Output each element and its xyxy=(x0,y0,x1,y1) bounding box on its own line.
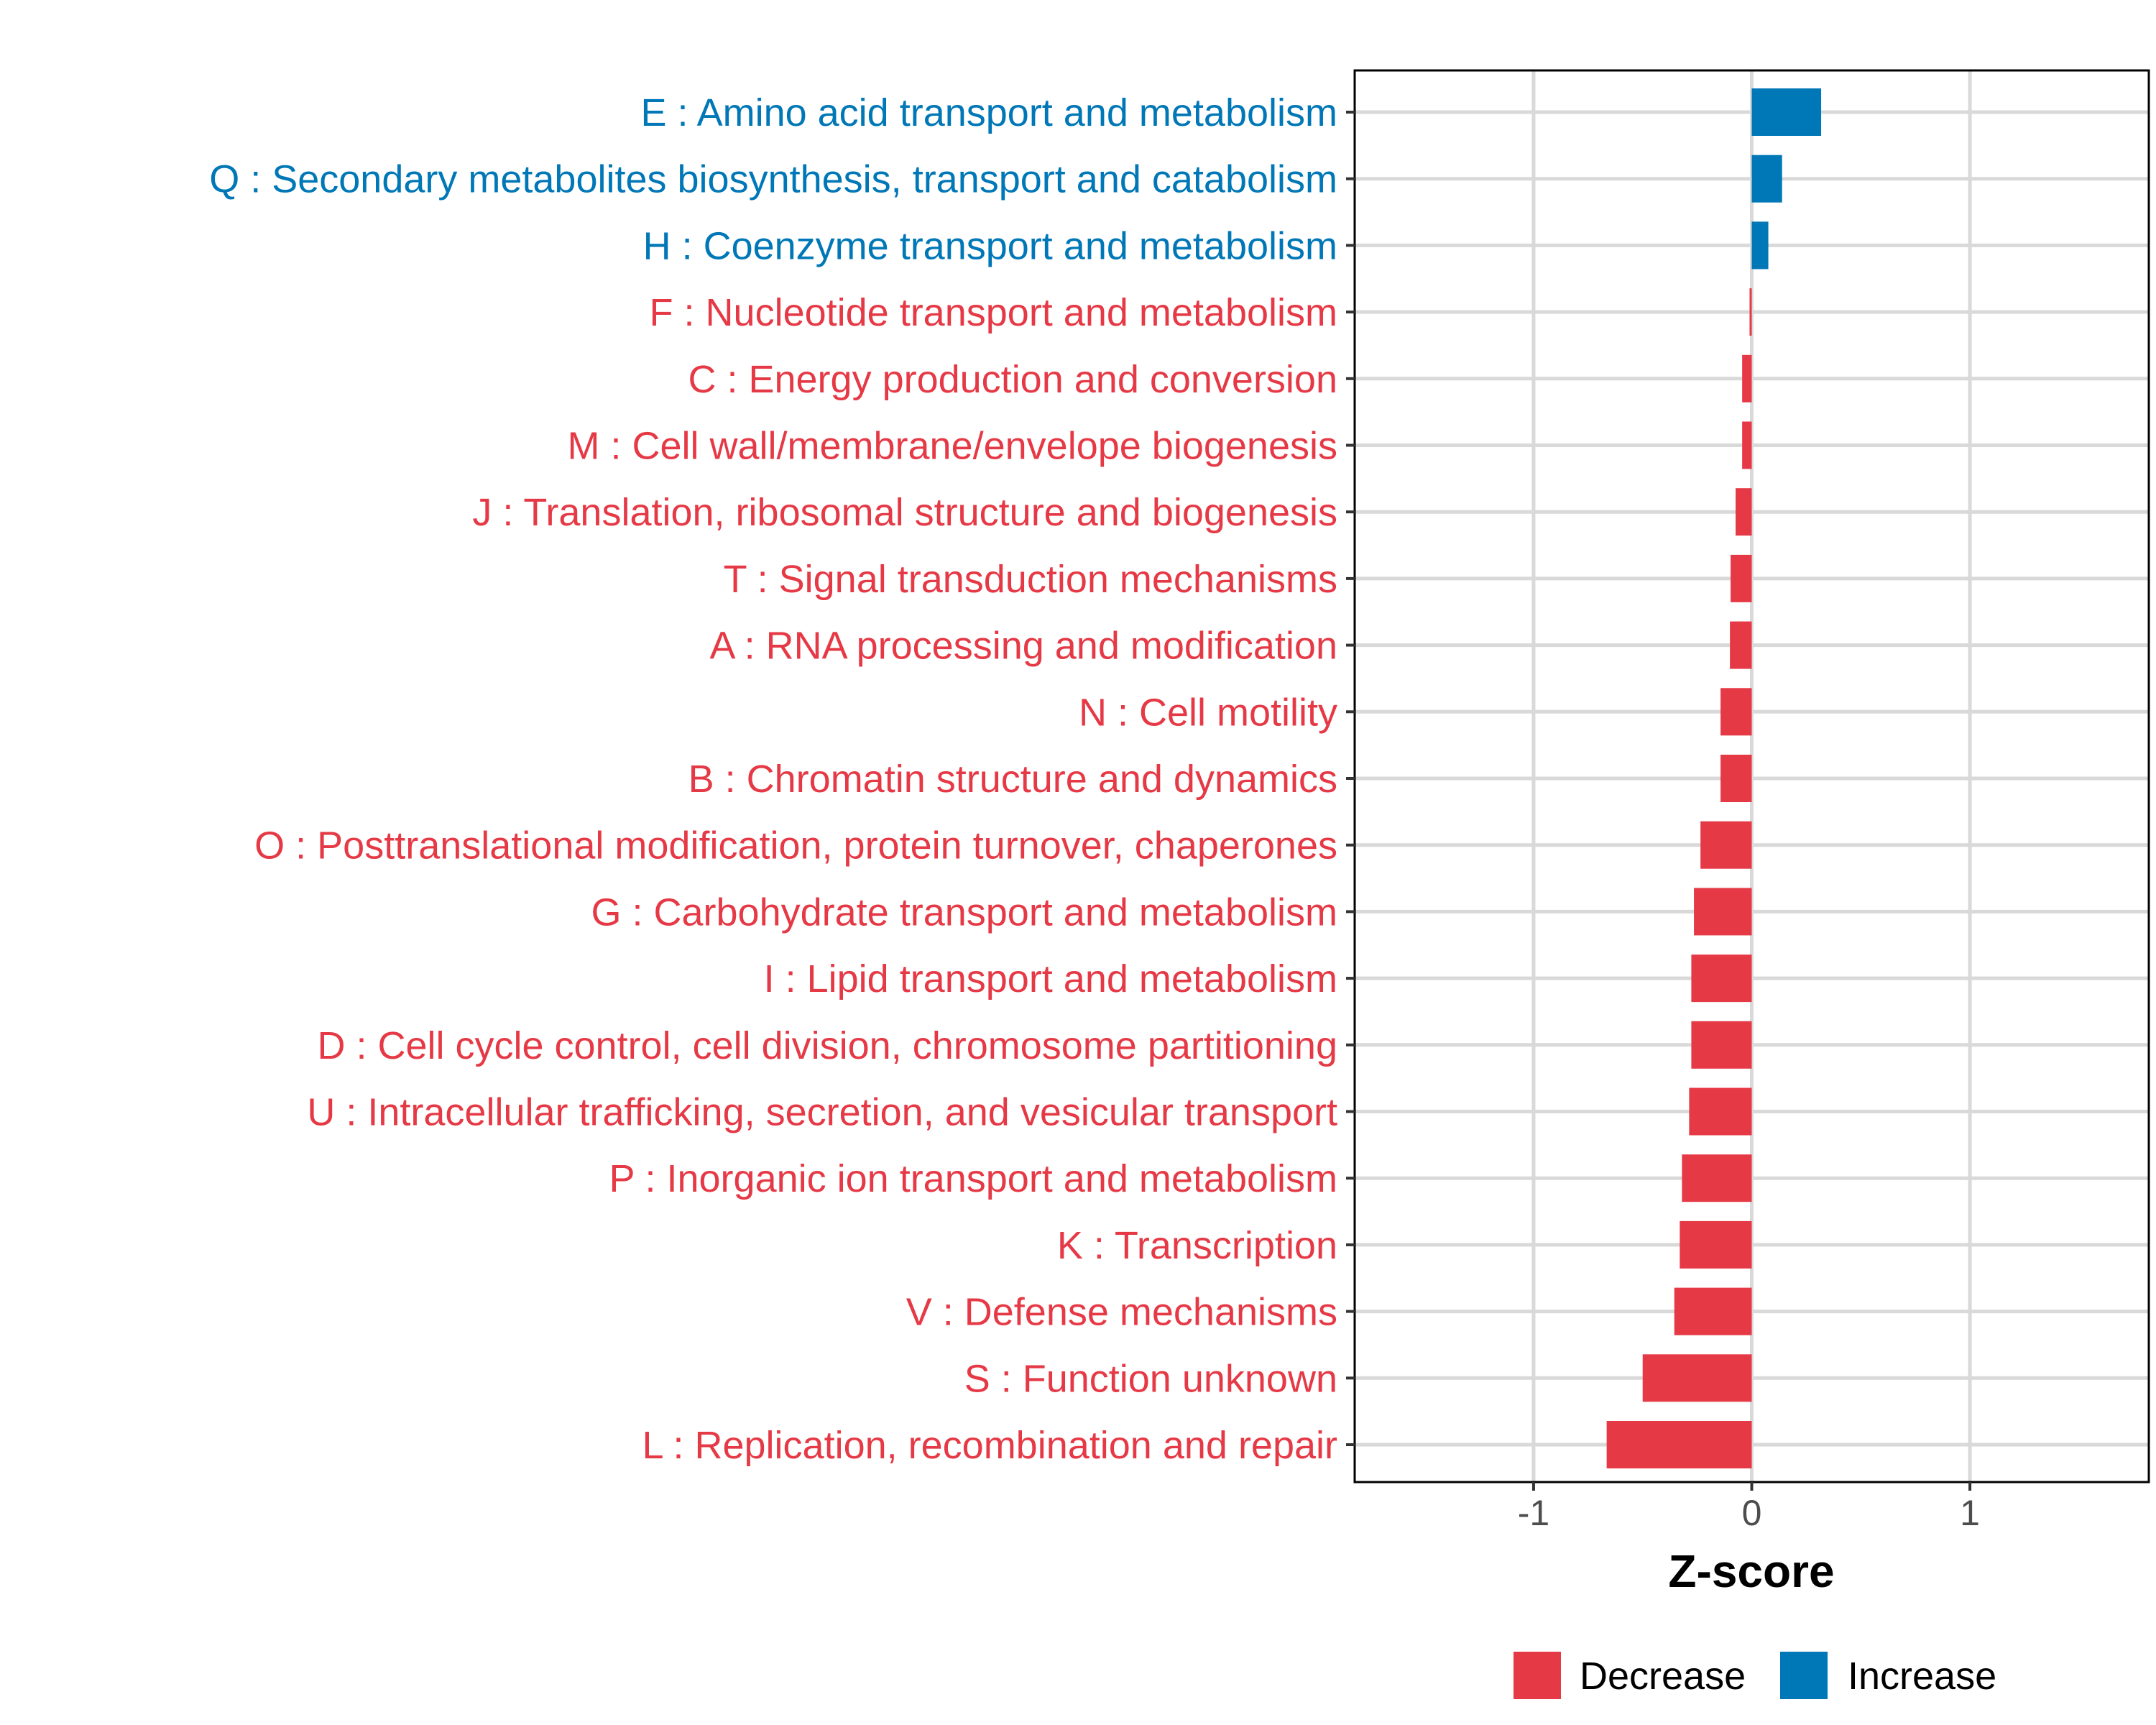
y-category-label: I : Lipid transport and metabolism xyxy=(764,957,1337,1000)
legend-swatch-decrease xyxy=(1514,1652,1561,1699)
bar-q xyxy=(1751,155,1782,203)
y-category-label: H : Coenzyme transport and metabolism xyxy=(643,224,1337,267)
bar-d xyxy=(1691,1021,1752,1069)
legend-swatch-increase xyxy=(1780,1652,1828,1699)
bar-c xyxy=(1742,354,1752,402)
y-category-label: P : Inorganic ion transport and metaboli… xyxy=(609,1157,1337,1200)
bar-m xyxy=(1742,421,1752,469)
y-category-label: O : Posttranslational modification, prot… xyxy=(254,824,1337,868)
bar-s xyxy=(1642,1354,1752,1402)
legend-label-increase: Increase xyxy=(1848,1655,1996,1698)
legend-label-decrease: Decrease xyxy=(1580,1655,1746,1698)
bar-t xyxy=(1731,554,1752,602)
y-category-label: E : Amino acid transport and metabolism xyxy=(641,91,1337,134)
x-tick-label: 1 xyxy=(1960,1493,1980,1533)
bar-a xyxy=(1730,621,1752,669)
bar-n xyxy=(1720,688,1752,736)
bar-b xyxy=(1720,755,1752,802)
y-category-label: A : RNA processing and modification xyxy=(710,625,1337,668)
bar-h xyxy=(1751,221,1769,270)
y-category-label: D : Cell cycle control, cell division, c… xyxy=(317,1024,1337,1067)
bars xyxy=(1606,88,1822,1468)
y-category-label: V : Defense mechanisms xyxy=(906,1291,1337,1334)
bar-f xyxy=(1749,288,1752,336)
x-tick-label: -1 xyxy=(1518,1493,1549,1533)
bar-k xyxy=(1680,1220,1752,1269)
x-tick-label: 0 xyxy=(1742,1493,1762,1533)
bar-i xyxy=(1691,954,1752,1003)
y-category-label: F : Nucleotide transport and metabolism xyxy=(650,291,1337,334)
y-category-label: L : Replication, recombination and repai… xyxy=(642,1424,1337,1467)
y-category-label: G : Carbohydrate transport and metabolis… xyxy=(591,891,1338,934)
y-category-label: Q : Secondary metabolites biosynthesis, … xyxy=(209,158,1337,201)
x-axis-title: Z-score xyxy=(1668,1545,1834,1597)
y-category-label: S : Function unknown xyxy=(964,1357,1337,1400)
y-category-label: J : Translation, ribosomal structure and… xyxy=(472,491,1337,534)
legend: Decrease Increase xyxy=(1514,1652,1996,1699)
y-category-label: M : Cell wall/membrane/envelope biogenes… xyxy=(567,425,1337,468)
y-category-label: B : Chromatin structure and dynamics xyxy=(688,758,1337,801)
y-category-label: C : Energy production and conversion xyxy=(688,358,1337,401)
y-category-label: U : Intracellular trafficking, secretion… xyxy=(307,1091,1337,1134)
bar-g xyxy=(1694,888,1752,936)
y-category-label: K : Transcription xyxy=(1057,1224,1337,1267)
x-axis-ticks: -1 0 1 xyxy=(1518,1482,1980,1533)
bar-l xyxy=(1606,1421,1752,1468)
bar-u xyxy=(1689,1087,1752,1136)
bar-p xyxy=(1682,1154,1752,1202)
bar-v xyxy=(1674,1287,1752,1335)
y-axis-labels: E : Amino acid transport and metabolism Q… xyxy=(209,91,1355,1467)
bar-j xyxy=(1736,488,1752,536)
bar-o xyxy=(1700,821,1752,869)
y-category-label: T : Signal transduction mechanisms xyxy=(724,558,1337,601)
y-category-label: N : Cell motility xyxy=(1079,691,1337,734)
bar-e xyxy=(1751,88,1822,136)
